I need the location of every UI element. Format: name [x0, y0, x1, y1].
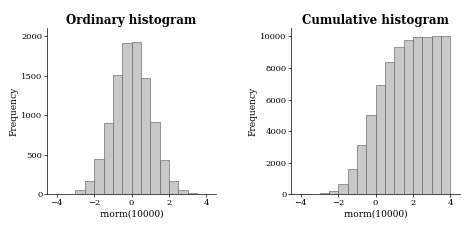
Bar [160, 160, 169, 194]
Bar [394, 47, 404, 194]
Title: Cumulative histogram: Cumulative histogram [302, 14, 449, 27]
Bar [441, 36, 450, 194]
Bar [338, 184, 347, 194]
X-axis label: rnorm(10000): rnorm(10000) [343, 210, 408, 219]
Bar [132, 42, 141, 194]
Bar [347, 169, 357, 194]
Bar [75, 190, 85, 194]
Bar [113, 75, 122, 194]
Bar [422, 36, 432, 194]
Bar [103, 123, 113, 194]
Y-axis label: Frequency: Frequency [9, 87, 18, 136]
Bar [188, 193, 197, 194]
Bar [319, 193, 329, 194]
Bar [375, 85, 385, 194]
Y-axis label: Frequency: Frequency [248, 87, 257, 136]
Bar [94, 159, 103, 194]
Bar [329, 191, 338, 194]
Bar [404, 40, 413, 194]
Bar [169, 181, 178, 194]
Bar [366, 115, 375, 194]
Bar [85, 181, 94, 194]
Bar [122, 43, 132, 194]
Bar [178, 190, 188, 194]
Bar [432, 36, 441, 194]
Bar [413, 37, 422, 194]
Bar [150, 122, 160, 194]
X-axis label: rnorm(10000): rnorm(10000) [99, 210, 164, 219]
Title: Ordinary histogram: Ordinary histogram [66, 14, 197, 27]
Bar [385, 62, 394, 194]
Bar [357, 146, 366, 194]
Bar [141, 78, 150, 194]
